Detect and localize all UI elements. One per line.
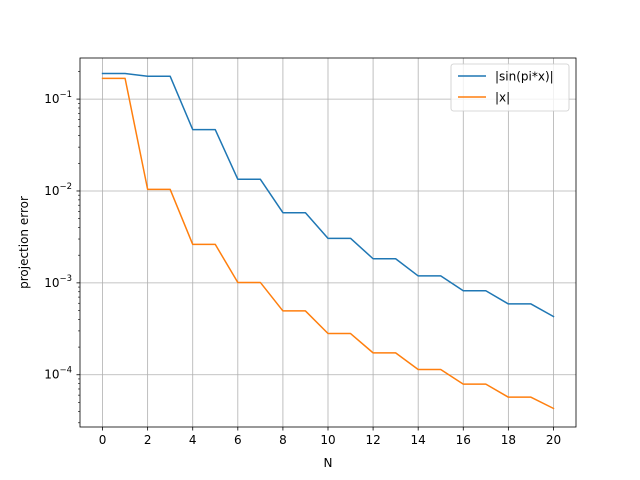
y-tick-label: 10−3 — [44, 274, 72, 290]
series-line-1 — [101, 72, 555, 318]
x-tick-label: 20 — [546, 433, 561, 447]
x-tick-label: 12 — [365, 433, 380, 447]
legend: |sin(pi*x)| |x| — [450, 63, 570, 112]
y-tick-label: 10−2 — [44, 182, 72, 198]
x-tick-label: 16 — [456, 433, 471, 447]
y-axis-label: projection error — [17, 196, 31, 289]
legend-label: |sin(pi*x)| — [495, 70, 554, 84]
x-axis-ticks: 0 2 4 6 8 10 12 14 16 18 20 — [99, 427, 561, 447]
x-tick-label: 0 — [99, 433, 107, 447]
x-tick-label: 10 — [320, 433, 335, 447]
series-group — [101, 72, 555, 410]
x-tick-label: 8 — [279, 433, 287, 447]
legend-label: |x| — [495, 91, 510, 105]
grid — [80, 58, 576, 427]
x-tick-label: 14 — [411, 433, 426, 447]
y-tick-label: 10−1 — [44, 90, 72, 106]
x-tick-label: 4 — [189, 433, 197, 447]
x-tick-label: 18 — [501, 433, 516, 447]
y-tick-label: 10−4 — [44, 366, 72, 382]
x-tick-label: 6 — [234, 433, 242, 447]
x-tick-label: 2 — [144, 433, 152, 447]
y-axis-ticks: 10−1 10−2 10−3 10−4 — [44, 71, 80, 424]
series-line-2 — [101, 77, 555, 410]
x-axis-label: N — [324, 456, 333, 470]
